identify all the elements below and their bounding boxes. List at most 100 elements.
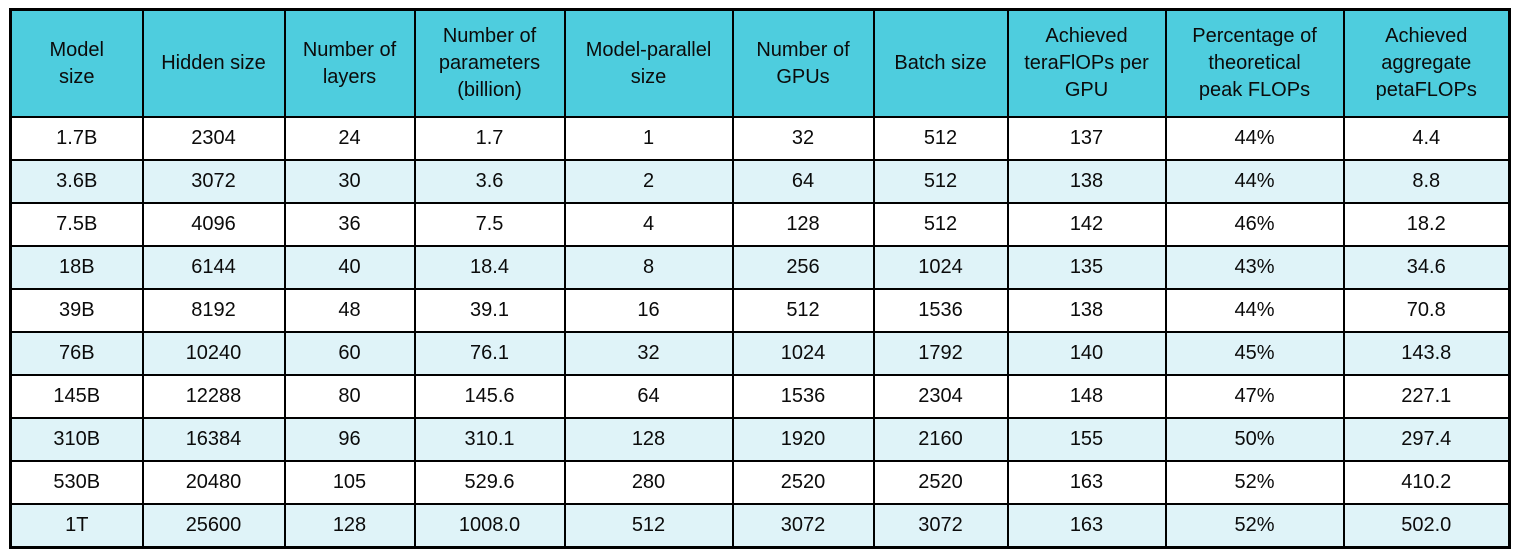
table-row: 530B 20480 105 529.6 280 2520 2520 163 52% 410.2 <box>9 460 1511 505</box>
table-cell: 80 <box>283 374 416 419</box>
table-cell: 46% <box>1164 202 1345 247</box>
table-cell: 512 <box>731 288 875 333</box>
table-cell: 76B <box>9 331 144 376</box>
table-cell: 1.7 <box>413 116 566 161</box>
table-cell: 148 <box>1006 374 1167 419</box>
table-cell: 52% <box>1164 460 1345 505</box>
table-cell: 227.1 <box>1342 374 1511 419</box>
table-row: 39B 8192 48 39.1 16 512 1536 138 44% 70.8 <box>9 288 1511 333</box>
table-cell: 2160 <box>872 417 1009 462</box>
table-row: 7.5B 4096 36 7.5 4 128 512 142 46% 18.2 <box>9 202 1511 247</box>
table-cell: 8192 <box>141 288 286 333</box>
table-row: 1.7B 2304 24 1.7 1 32 512 137 44% 4.4 <box>9 116 1511 161</box>
table-cell: 138 <box>1006 288 1167 333</box>
table-cell: 3072 <box>731 503 875 549</box>
table-cell: 1536 <box>872 288 1009 333</box>
table-cell: 8 <box>563 245 734 290</box>
table-cell: 502.0 <box>1342 503 1511 549</box>
table-cell: 128 <box>563 417 734 462</box>
table-cell: 70.8 <box>1342 288 1511 333</box>
table-cell: 1024 <box>731 331 875 376</box>
table-cell: 163 <box>1006 503 1167 549</box>
table-cell: 1024 <box>872 245 1009 290</box>
table-cell: 4 <box>563 202 734 247</box>
table-cell: 50% <box>1164 417 1345 462</box>
table-cell: 20480 <box>141 460 286 505</box>
table-cell: 135 <box>1006 245 1167 290</box>
table-cell: 310B <box>9 417 144 462</box>
table-cell: 256 <box>731 245 875 290</box>
table-cell: 24 <box>283 116 416 161</box>
table-cell: 7.5B <box>9 202 144 247</box>
table-cell: 140 <box>1006 331 1167 376</box>
table-cell: 10240 <box>141 331 286 376</box>
column-header: Model-parallel size <box>563 8 734 118</box>
table-cell: 2304 <box>872 374 1009 419</box>
table-cell: 18.4 <box>413 245 566 290</box>
table-cell: 512 <box>563 503 734 549</box>
table-header: Model size Hidden size Number of layers Num… <box>9 8 1511 118</box>
table-cell: 30 <box>283 159 416 204</box>
table-cell: 18B <box>9 245 144 290</box>
table-cell: 44% <box>1164 159 1345 204</box>
column-header: Hidden size <box>141 8 286 118</box>
table-cell: 1 <box>563 116 734 161</box>
table-cell: 2520 <box>731 460 875 505</box>
table-cell: 32 <box>563 331 734 376</box>
column-header: Batch size <box>872 8 1009 118</box>
column-header: Model size <box>9 8 144 118</box>
table-cell: 142 <box>1006 202 1167 247</box>
table-cell: 155 <box>1006 417 1167 462</box>
table-cell: 96 <box>283 417 416 462</box>
table-row: 18B 6144 40 18.4 8 256 1024 135 43% 34.6 <box>9 245 1511 290</box>
table-cell: 529.6 <box>413 460 566 505</box>
table-cell: 12288 <box>141 374 286 419</box>
table-cell: 4096 <box>141 202 286 247</box>
table-cell: 1008.0 <box>413 503 566 549</box>
table-cell: 39B <box>9 288 144 333</box>
table-cell: 8.8 <box>1342 159 1511 204</box>
table-row: 76B 10240 60 76.1 32 1024 1792 140 45% 143.8 <box>9 331 1511 376</box>
table-cell: 128 <box>731 202 875 247</box>
table-cell: 48 <box>283 288 416 333</box>
table-cell: 44% <box>1164 116 1345 161</box>
table-cell: 45% <box>1164 331 1345 376</box>
column-header: Number of parameters (billion) <box>413 8 566 118</box>
table-cell: 280 <box>563 460 734 505</box>
table-row: 3.6B 3072 30 3.6 2 64 512 138 44% 8.8 <box>9 159 1511 204</box>
table-cell: 163 <box>1006 460 1167 505</box>
column-header: Number of GPUs <box>731 8 875 118</box>
column-header: Percentage of theoretical peak FLOPs <box>1164 8 1345 118</box>
table-cell: 4.4 <box>1342 116 1511 161</box>
table-cell: 145.6 <box>413 374 566 419</box>
table-cell: 39.1 <box>413 288 566 333</box>
table-cell: 3.6 <box>413 159 566 204</box>
table-cell: 512 <box>872 202 1009 247</box>
table-row: 1T 25600 128 1008.0 512 3072 3072 163 52% 502.0 <box>9 503 1511 549</box>
table-body: 1.7B 2304 24 1.7 1 32 512 137 44% 4.4 3.6B 3072 30 3.… <box>9 116 1511 549</box>
table-cell: 512 <box>872 116 1009 161</box>
table-cell: 1792 <box>872 331 1009 376</box>
table-cell: 44% <box>1164 288 1345 333</box>
table-cell: 7.5 <box>413 202 566 247</box>
table-row: 310B 16384 96 310.1 128 1920 2160 155 50% 297.4 <box>9 417 1511 462</box>
table-cell: 52% <box>1164 503 1345 549</box>
table-cell: 18.2 <box>1342 202 1511 247</box>
column-header: Achieved teraFlOPs per GPU <box>1006 8 1167 118</box>
table-cell: 32 <box>731 116 875 161</box>
table-cell: 2520 <box>872 460 1009 505</box>
table-cell: 3072 <box>872 503 1009 549</box>
table-cell: 1536 <box>731 374 875 419</box>
column-header: Number of layers <box>283 8 416 118</box>
table-cell: 25600 <box>141 503 286 549</box>
table-cell: 64 <box>731 159 875 204</box>
model-scaling-table: Model size Hidden size Number of layers Num… <box>9 8 1511 549</box>
table-cell: 128 <box>283 503 416 549</box>
table-cell: 76.1 <box>413 331 566 376</box>
table-cell: 6144 <box>141 245 286 290</box>
table-cell: 297.4 <box>1342 417 1511 462</box>
table-cell: 16384 <box>141 417 286 462</box>
table-cell: 40 <box>283 245 416 290</box>
table-cell: 1T <box>9 503 144 549</box>
table-cell: 138 <box>1006 159 1167 204</box>
